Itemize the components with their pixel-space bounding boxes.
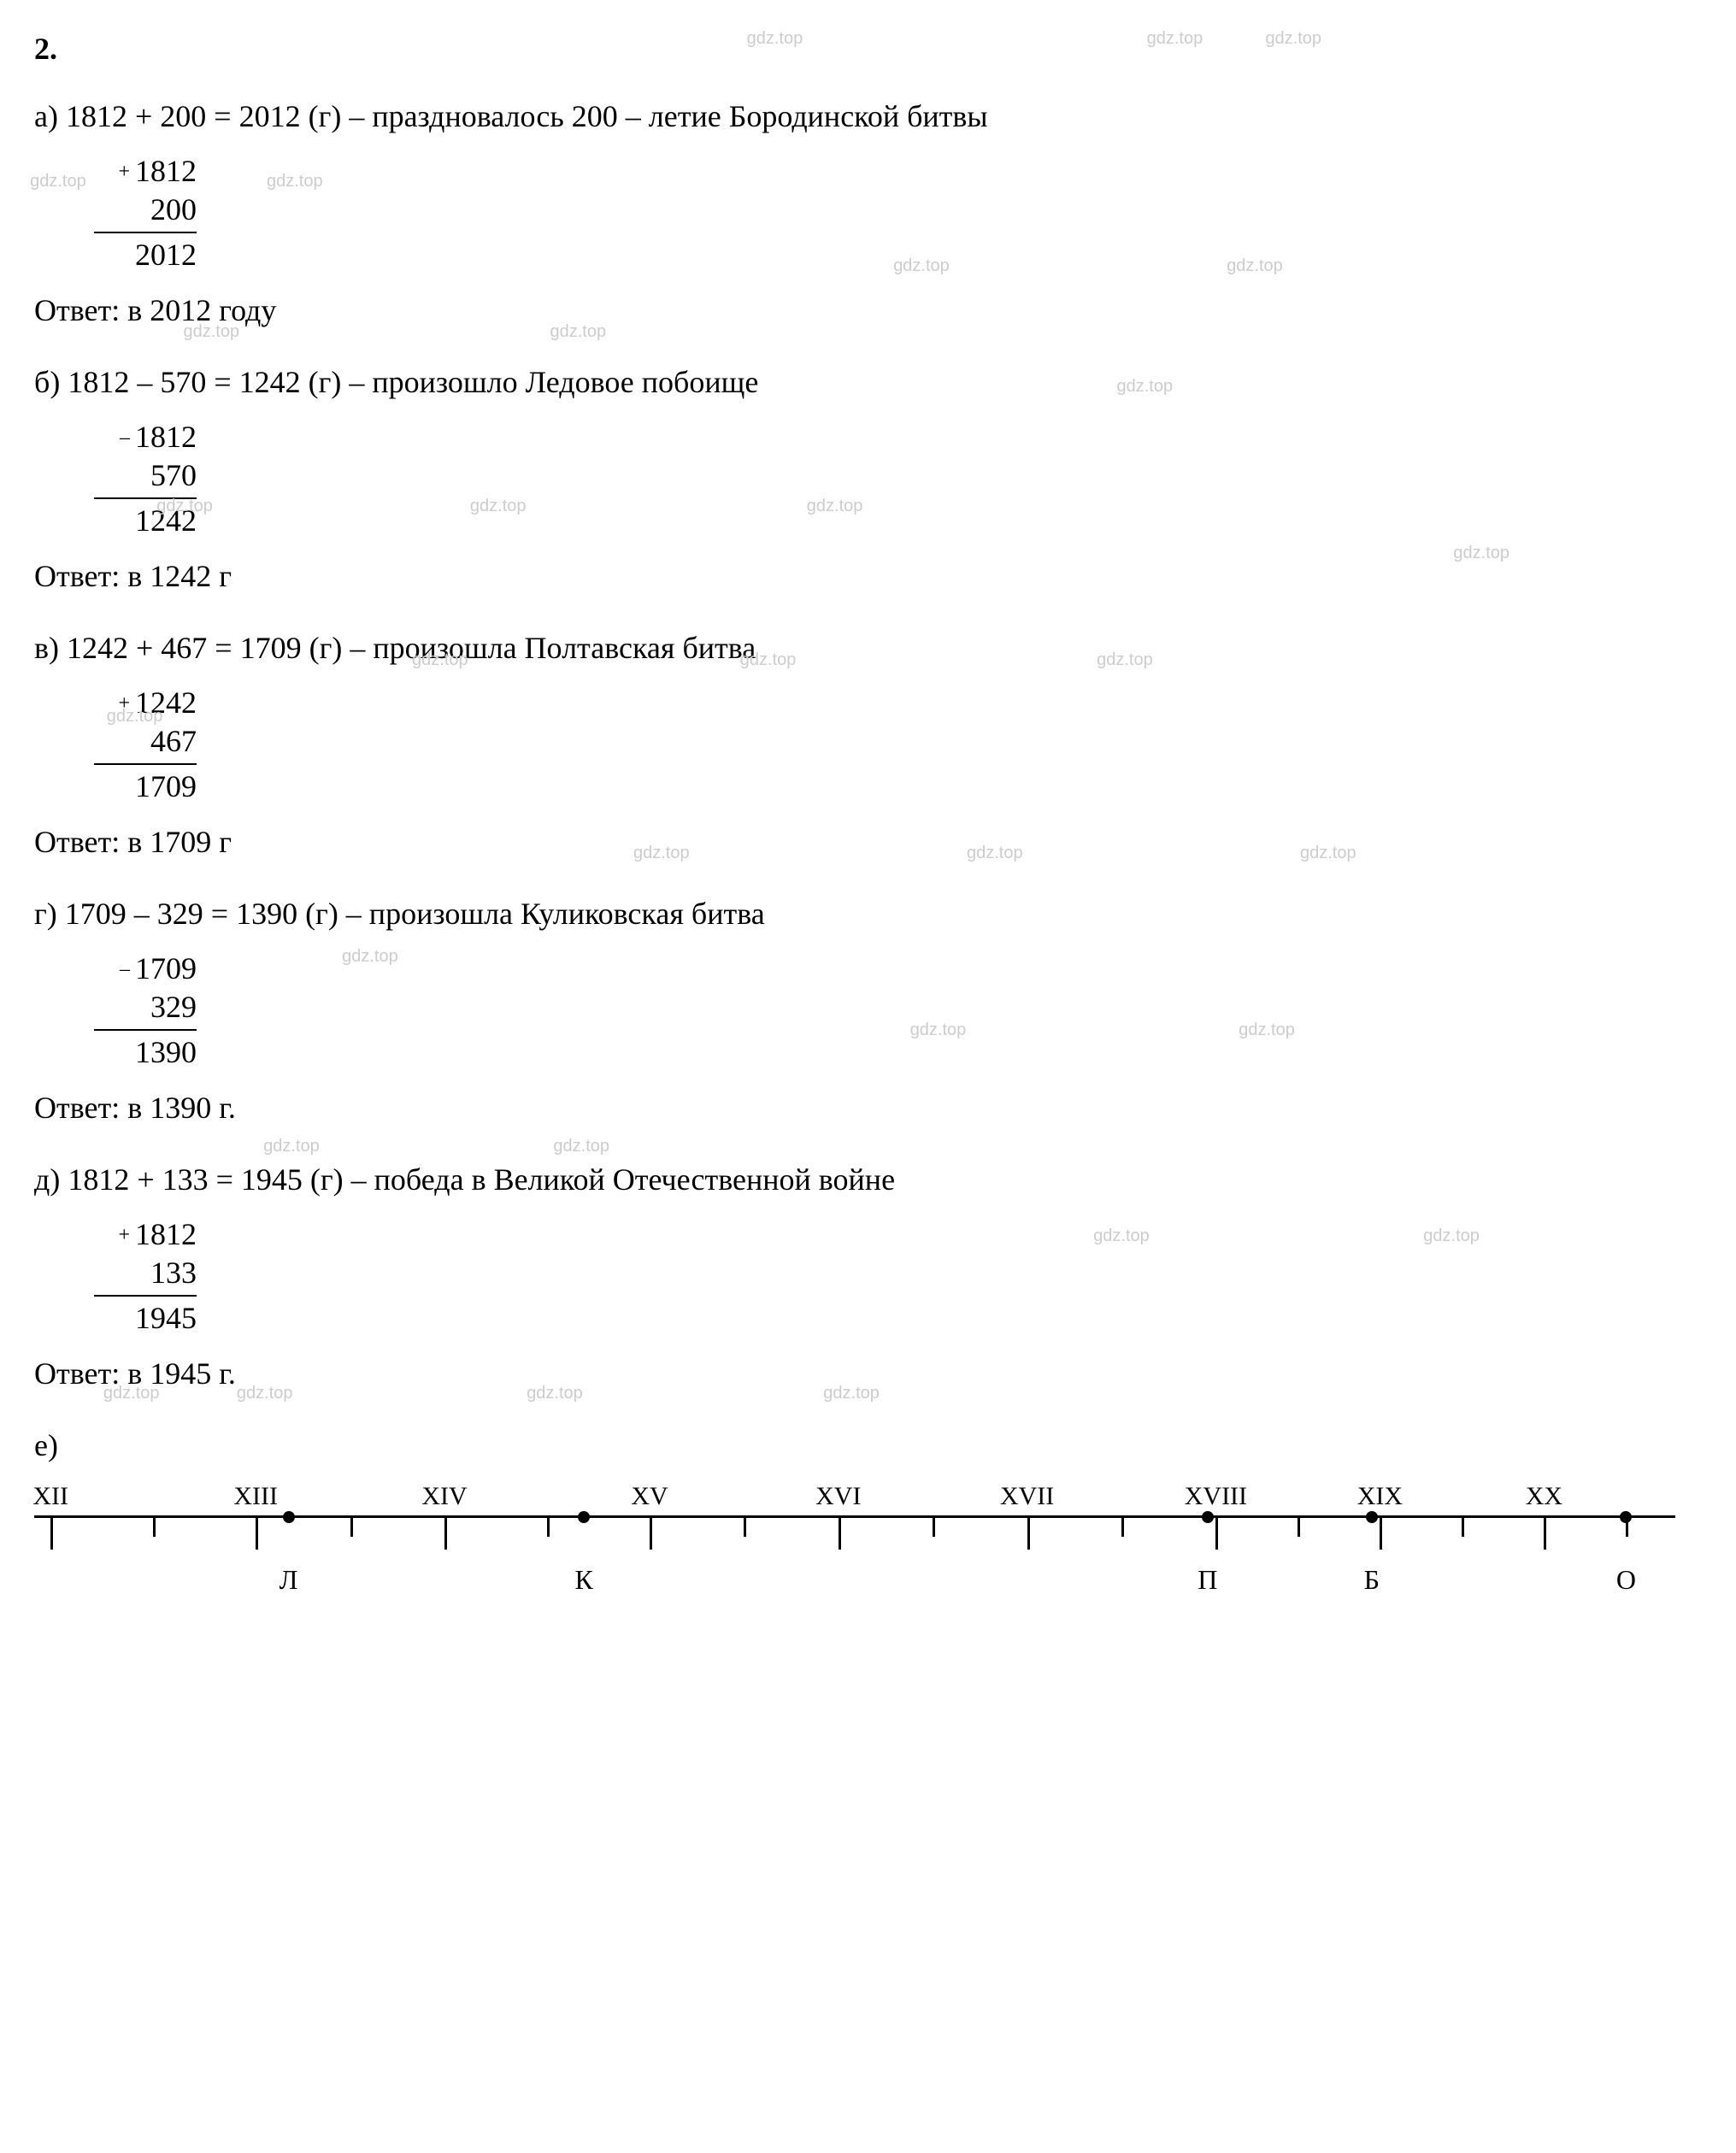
timeline-point-label: Л xyxy=(280,1559,298,1600)
part-e: д) 1812 + 133 = 1945 (г) – победа в Вели… xyxy=(34,1156,1702,1397)
part-c-mid: 467 xyxy=(94,722,197,761)
tick-major xyxy=(1544,1515,1546,1550)
tick-minor xyxy=(933,1515,935,1537)
part-c-op: + xyxy=(118,692,130,715)
problem-number: 2. xyxy=(34,26,1702,72)
part-c-result: 1709 xyxy=(94,768,197,806)
century-label: XX xyxy=(1526,1477,1562,1515)
timeline: XIIXIIIXIVXVXVIXVIIXVIIIXIXXXЛКПБО xyxy=(34,1515,1675,1558)
part-e-op: + xyxy=(118,1224,130,1246)
part-b-op: – xyxy=(120,426,130,449)
part-a-equation-line: а) 1812 + 200 = 2012 (г) – праздновалось… xyxy=(34,93,1702,139)
part-f: е) XIIXIIIXIVXVXVIXVIIXVIIIXIXXXЛКПБО xyxy=(34,1422,1702,1558)
part-a-calc: +1812 200 2012 xyxy=(94,152,1702,274)
part-c-equation: 1242 + 467 = 1709 (г) – произошла Полтав… xyxy=(67,631,756,665)
timeline-point-label: Б xyxy=(1364,1559,1380,1600)
part-e-result: 1945 xyxy=(94,1299,197,1338)
tick-major xyxy=(256,1515,258,1550)
tick-major xyxy=(839,1515,841,1550)
tick-minor xyxy=(744,1515,746,1537)
timeline-point xyxy=(1202,1511,1214,1523)
part-c-calc: +1242 467 1709 xyxy=(94,684,1702,806)
tick-major xyxy=(444,1515,447,1550)
part-b-calc: –1812 570 1242 xyxy=(94,418,1702,540)
part-a: а) 1812 + 200 = 2012 (г) – праздновалось… xyxy=(34,93,1702,333)
part-f-label: е) xyxy=(34,1428,58,1462)
part-b-label: б) xyxy=(34,365,60,399)
part-d-top: 1709 xyxy=(135,951,197,985)
part-c-label: в) xyxy=(34,631,59,665)
timeline-axis: XIIXIIIXIVXVXVIXVIIXVIIIXIXXXЛКПБО xyxy=(34,1515,1675,1558)
century-label: XII xyxy=(32,1477,68,1515)
part-b-answer: Ответ: в 1242 г xyxy=(34,553,1702,599)
part-e-top: 1812 xyxy=(135,1217,197,1251)
century-label: XIV xyxy=(421,1477,467,1515)
century-label: XVII xyxy=(1000,1477,1054,1515)
part-a-answer: Ответ: в 2012 году xyxy=(34,287,1702,333)
watermark: gdz.top xyxy=(553,1133,609,1159)
tick-major xyxy=(650,1515,652,1550)
part-d-answer: Ответ: в 1390 г. xyxy=(34,1085,1702,1131)
part-c-answer: Ответ: в 1709 г xyxy=(34,819,1702,865)
part-d-op: – xyxy=(120,958,130,980)
timeline-point-label: К xyxy=(575,1559,593,1600)
part-d: г) 1709 – 329 = 1390 (г) – произошла Кул… xyxy=(34,891,1702,1131)
century-label: XIX xyxy=(1357,1477,1403,1515)
tick-major xyxy=(50,1515,53,1550)
calc-divider xyxy=(94,1295,197,1297)
part-a-result: 2012 xyxy=(94,236,197,274)
tick-major xyxy=(1027,1515,1030,1550)
tick-minor xyxy=(1121,1515,1124,1537)
calc-divider xyxy=(94,1029,197,1031)
part-b-top: 1812 xyxy=(135,420,197,454)
calc-divider xyxy=(94,497,197,499)
part-d-result: 1390 xyxy=(94,1033,197,1072)
tick-minor xyxy=(547,1515,550,1537)
part-b-mid: 570 xyxy=(94,456,197,495)
part-e-mid: 133 xyxy=(94,1254,197,1292)
tick-minor xyxy=(1462,1515,1464,1537)
calc-divider xyxy=(94,232,197,233)
tick-major xyxy=(1215,1515,1218,1550)
tick-minor xyxy=(350,1515,353,1537)
part-e-equation: 1812 + 133 = 1945 (г) – победа в Великой… xyxy=(68,1162,895,1197)
century-label: XVIII xyxy=(1185,1477,1247,1515)
part-b: б) 1812 – 570 = 1242 (г) – произошло Лед… xyxy=(34,359,1702,599)
part-a-label: а) xyxy=(34,99,58,133)
timeline-point xyxy=(1366,1511,1378,1523)
part-f-label-line: е) xyxy=(34,1422,1702,1468)
part-d-calc: –1709 329 1390 xyxy=(94,950,1702,1072)
part-b-equation: 1812 – 570 = 1242 (г) – произошло Ледово… xyxy=(68,365,758,399)
century-label: XIII xyxy=(233,1477,278,1515)
century-label: XVI xyxy=(815,1477,861,1515)
part-a-top: 1812 xyxy=(135,154,197,188)
part-b-equation-line: б) 1812 – 570 = 1242 (г) – произошло Лед… xyxy=(34,359,1702,405)
part-a-equation: 1812 + 200 = 2012 (г) – праздновалось 20… xyxy=(66,99,988,133)
part-d-equation-line: г) 1709 – 329 = 1390 (г) – произошла Кул… xyxy=(34,891,1702,937)
tick-minor xyxy=(153,1515,156,1537)
part-b-result: 1242 xyxy=(94,502,197,540)
timeline-point-label: П xyxy=(1198,1559,1217,1600)
timeline-point xyxy=(578,1511,590,1523)
tick-minor xyxy=(1298,1515,1300,1537)
calc-divider xyxy=(94,763,197,765)
part-d-equation: 1709 – 329 = 1390 (г) – произошла Кулико… xyxy=(65,897,765,931)
part-e-calc: +1812 133 1945 xyxy=(94,1215,1702,1338)
part-d-label: г) xyxy=(34,897,57,931)
tick-major xyxy=(1380,1515,1382,1550)
part-e-equation-line: д) 1812 + 133 = 1945 (г) – победа в Вели… xyxy=(34,1156,1702,1203)
part-a-op: + xyxy=(118,161,130,183)
part-c: в) 1242 + 467 = 1709 (г) – произошла Пол… xyxy=(34,625,1702,865)
part-e-label: д) xyxy=(34,1162,60,1197)
timeline-point-label: О xyxy=(1616,1559,1636,1600)
part-a-mid: 200 xyxy=(94,191,197,229)
part-c-top: 1242 xyxy=(135,685,197,720)
century-label: XV xyxy=(631,1477,668,1515)
timeline-point xyxy=(1620,1511,1632,1523)
part-e-answer: Ответ: в 1945 г. xyxy=(34,1350,1702,1397)
watermark: gdz.top xyxy=(263,1133,320,1159)
timeline-point xyxy=(283,1511,295,1523)
part-c-equation-line: в) 1242 + 467 = 1709 (г) – произошла Пол… xyxy=(34,625,1702,671)
part-d-mid: 329 xyxy=(94,988,197,1026)
